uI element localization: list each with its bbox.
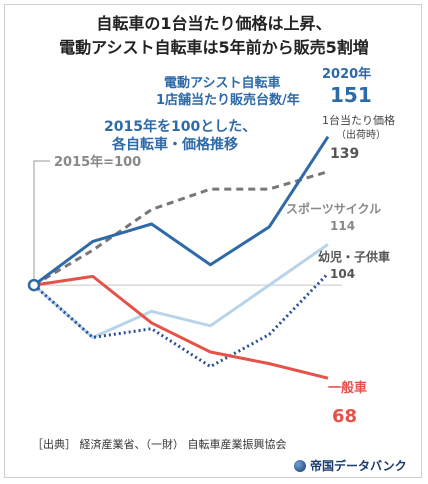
end-value-kids: 104 xyxy=(330,267,355,281)
brand-logo: 帝国データバンク xyxy=(294,457,407,474)
chart-title-line1: 自転車の1台当たり価格は上昇、 xyxy=(96,14,332,33)
source-note: ［出典］ 経済産業省、（一財） 自転車産業振興協会 xyxy=(32,438,287,451)
series-line xyxy=(33,135,330,287)
baseline-bracket xyxy=(33,160,50,286)
series-line xyxy=(33,274,329,380)
series-label-ebike-sub: 1店舗当たり販売台数/年 xyxy=(156,92,300,108)
series-label-sports: スポーツサイクル xyxy=(286,201,381,216)
chart-title-line2: 電動アシスト自転車は5年前から販売5割増 xyxy=(59,38,369,57)
end-value-ebike: 151 xyxy=(330,83,372,107)
series-label-ebike: 電動アシスト自転車 xyxy=(164,75,280,91)
end-value-sports: 114 xyxy=(330,219,355,233)
logo-text: 帝国データバンク xyxy=(310,459,407,473)
end-value-price: 139 xyxy=(330,146,359,162)
series-label-kids: 幼児・子供車 xyxy=(318,249,390,264)
origin-marker xyxy=(27,278,41,292)
series-label-price-sub: （出荷時） xyxy=(336,128,386,141)
chart-frame xyxy=(4,4,422,478)
end-value-general: 68 xyxy=(332,406,357,427)
series-label-general: 一般車 xyxy=(328,380,367,396)
baseline-label: 2015年=100 xyxy=(54,154,141,170)
series-line xyxy=(33,272,330,369)
logo-globe-icon xyxy=(294,459,306,472)
year-label-2020: 2020年 xyxy=(322,66,371,82)
annotation-line: 2015年を100とした、 xyxy=(104,118,256,135)
annotation-line: 各自転車・価格推移 xyxy=(111,136,238,153)
series-label-price: 1台当たり価格 xyxy=(322,113,395,127)
series-line xyxy=(33,170,329,287)
